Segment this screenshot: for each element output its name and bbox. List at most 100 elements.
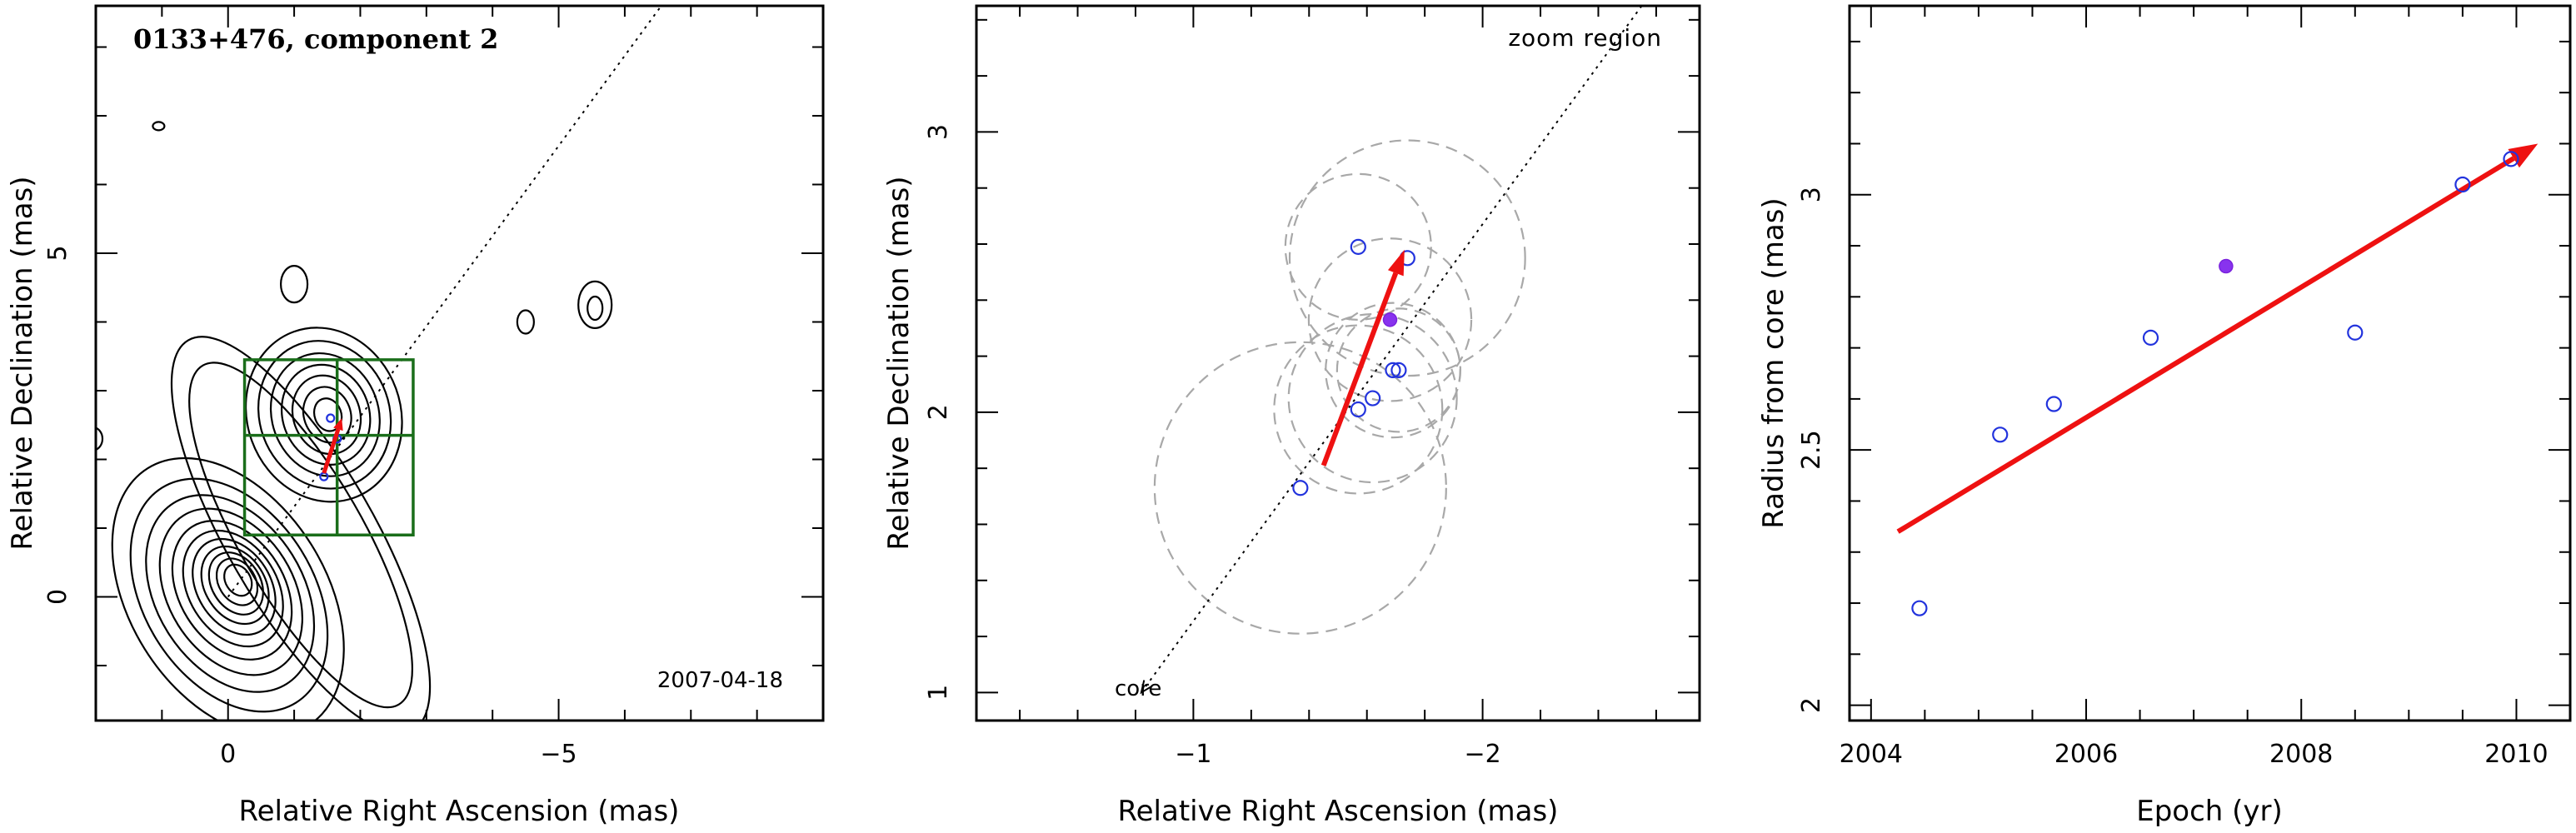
x-tick-label: −2 [1464,740,1500,769]
radius-point [1992,426,2009,443]
current-epoch-point [2219,258,2234,274]
component-contour [257,340,392,490]
core-contour [111,456,345,721]
core-contour [182,529,284,648]
y-axis-label: Radius from core (mas) [1757,197,1790,528]
motion-vector-arrow-head [333,418,343,431]
x-tick-label: −5 [540,740,577,769]
motion-vector-arrow-head [1387,249,1405,277]
y-tick-label: 3 [1797,187,1826,202]
component-contour [312,397,343,432]
component-point [1390,362,1407,379]
zoom-box-outline [242,358,415,536]
x-tick-label: 0 [220,740,236,769]
core-contour [207,551,264,616]
noise-contour [577,280,613,329]
motion-vector-arrow [322,418,343,474]
plot-frame [1848,4,2572,722]
panel-zoom-region: −1 −2 1 2 3 zoom region core Relative Right … [882,4,1701,828]
noise-contour [152,121,166,132]
x-tick-label: −1 [1175,740,1211,769]
y-tick-label: 5 [43,245,72,261]
core-contour [129,477,329,713]
x-tick-label: 2006 [2054,740,2118,769]
axis-ticks: 2004 2006 2008 2010 2 2.5 3 [1797,6,2570,769]
x-axis-label: Relative Right Ascension (mas) [239,795,680,828]
radius-point [2503,151,2519,167]
component-contour [244,327,403,503]
y-tick-label: 3 [924,124,953,140]
panel-contour-map: 0 −5 0 5 0133+476, component 2 2007-04-18 R… [6,4,825,828]
y-axis-label: Relative Declination (mas) [882,176,916,550]
core-contour [200,545,270,626]
noise-contour [516,309,535,335]
zoom-box [242,358,415,536]
radius-points [1911,151,2519,616]
y-tick-label: 1 [924,685,953,701]
core-contour [145,494,316,693]
y-axis-label: Relative Declination (mas) [6,176,39,550]
radius-point [1911,600,1928,616]
error-circle [1307,237,1473,402]
component-contour [280,363,372,466]
fit-vector [1896,143,2539,534]
core-contour [215,557,259,606]
fit-vector-arrow-head [2508,143,2539,168]
fit-vector-arrow-shaft [1896,156,2515,534]
core-tail-contour [170,336,432,721]
radius-point [2045,396,2062,412]
error-circle [1153,341,1447,635]
edge-contour [96,426,104,451]
core-contour [171,520,293,661]
axis-ticks: 0 −5 0 5 [43,6,823,769]
x-tick-label: 2008 [2269,740,2333,769]
x-axis-label: Epoch (yr) [2136,795,2283,828]
axis-ticks: −1 −2 1 2 3 [924,6,1700,769]
fit-vector-arrow [1896,143,2539,534]
core-contour [192,537,277,636]
zoom-region-label: zoom region [1508,24,1662,52]
component-point [1350,238,1366,255]
error-circle [1284,172,1432,321]
plot-frame [94,4,825,722]
motion-vector-arrow-shaft [1320,272,1399,466]
radius-point [2454,176,2471,193]
core-tail-contour [188,362,413,709]
component-contour [291,374,362,456]
core-contour [223,563,253,597]
y-tick-label: 2 [1797,697,1826,713]
error-circle [1273,324,1444,495]
component-point [1350,401,1366,418]
core-arrow-head [1140,680,1153,695]
current-epoch-point [1382,312,1398,327]
x-axis-label: Relative Right Ascension (mas) [1118,795,1559,828]
y-tick-label: 2 [924,404,953,420]
motion-vector [322,418,343,474]
epoch-annotation: 2007-04-18 [657,668,783,693]
component-contour [302,386,352,444]
error-circles [1153,139,1526,635]
error-circle [1288,139,1526,377]
component-point [1292,480,1309,496]
error-circle [1335,307,1462,433]
core-label: core [1115,676,1161,701]
y-tick-label: 2.5 [1797,430,1826,470]
motion-vector-arrow [1320,249,1405,466]
core-arrow [1140,680,1153,695]
x-tick-label: 2004 [1840,740,1903,769]
component-point [326,413,336,423]
error-circle [1287,313,1458,484]
chart-title: 0133+476, component 2 [133,23,498,55]
radius-point [2142,329,2159,346]
component-point [1365,390,1381,407]
component-point [1385,362,1401,379]
x-tick-label: 2010 [2484,740,2548,769]
motion-vector [1320,249,1405,466]
noise-contour [587,295,604,322]
radius-point [2347,324,2364,341]
core-contour [158,507,303,676]
y-tick-label: 0 [43,589,72,605]
plot-frame [975,4,1701,722]
jet-direction-line [1141,6,1643,693]
